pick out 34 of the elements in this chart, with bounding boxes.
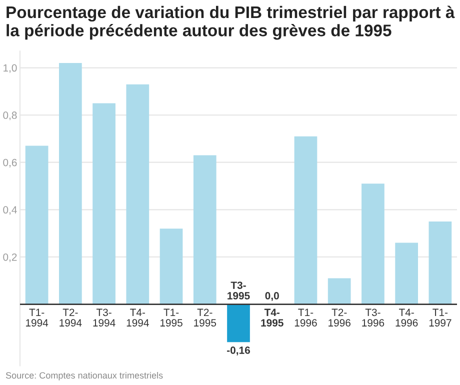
x-tick-label: T2- 1996 bbox=[328, 308, 350, 327]
bar bbox=[395, 242, 418, 304]
x-tick-label: T2- 1995 bbox=[194, 308, 216, 327]
bar bbox=[227, 304, 250, 342]
x-tick-label: T1- 1996 bbox=[294, 308, 317, 327]
bar bbox=[294, 136, 318, 304]
x-tick-label: T3- 1995 bbox=[228, 282, 250, 300]
y-tick-label: 0,8 bbox=[3, 112, 17, 120]
y-tick-label: 0,2 bbox=[3, 253, 17, 262]
data-label: 0,0 bbox=[265, 292, 279, 301]
x-tick-label: T3- 1994 bbox=[93, 308, 116, 327]
y-tick-label: 0,6 bbox=[3, 158, 17, 168]
x-tick-label: T2- 1994 bbox=[60, 308, 82, 327]
data-label: -0,16 bbox=[227, 346, 250, 356]
y-tick-label: 0,4 bbox=[3, 206, 17, 215]
bar bbox=[58, 63, 82, 304]
bar bbox=[160, 228, 183, 304]
x-tick-label: T4- 1995 bbox=[261, 308, 284, 327]
bar bbox=[362, 184, 384, 304]
bar bbox=[126, 84, 150, 304]
bar bbox=[25, 146, 48, 304]
bar bbox=[92, 103, 116, 304]
x-tick-label: T3- 1996 bbox=[362, 308, 384, 327]
bar bbox=[328, 278, 351, 304]
chart-title: Pourcentage de variation du PIB trimestriel par rapport à la période précédente autour des grèves de 1995 bbox=[6, 6, 455, 40]
x-tick-label: T1- 1995 bbox=[160, 308, 182, 327]
x-tick-label: T1- 1997 bbox=[429, 308, 452, 327]
bar bbox=[193, 155, 216, 304]
x-tick-label: T4- 1994 bbox=[126, 308, 149, 327]
y-tick-label: 1,0 bbox=[4, 64, 17, 73]
x-tick-label: T1- 1994 bbox=[26, 308, 48, 327]
source-note: Source: Comptes nationaux trimestriels bbox=[6, 372, 163, 380]
x-tick-label: T4- 1996 bbox=[396, 308, 418, 327]
bar bbox=[428, 221, 452, 304]
